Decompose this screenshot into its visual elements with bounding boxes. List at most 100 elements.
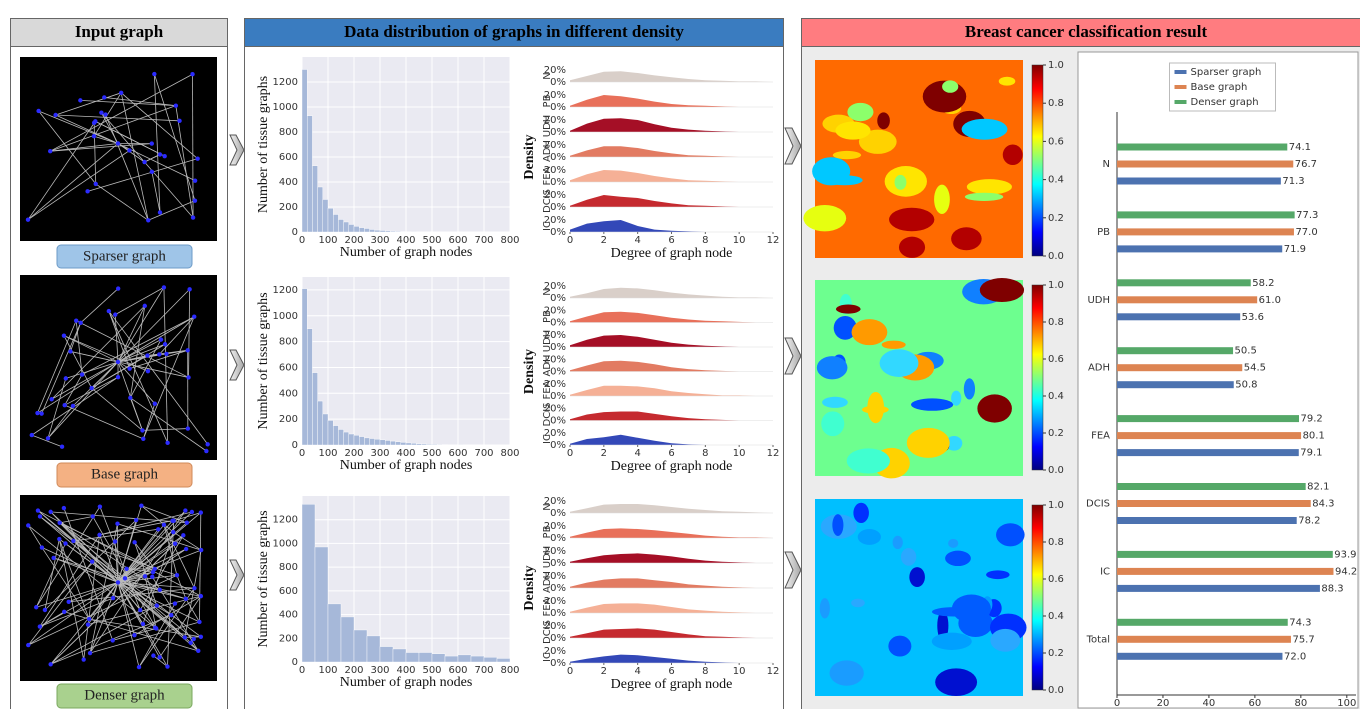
histogram-bar [395, 231, 402, 233]
y-tick-label: 0% [550, 440, 566, 451]
graph-node [198, 510, 204, 515]
histogram-bar [496, 658, 511, 663]
graph-edge [153, 73, 196, 201]
histogram-bar [307, 115, 313, 233]
histogram-bar [301, 504, 316, 663]
graph-edge [47, 405, 74, 439]
graph-node [57, 520, 62, 526]
x-axis-label: Degree of graph node [611, 459, 733, 474]
graph-node [78, 98, 83, 103]
graph-node [110, 638, 115, 643]
y-tick-label: 0% [550, 416, 566, 427]
x-tick-label: 200 [344, 235, 363, 246]
value-label: 79.1 [1300, 448, 1322, 459]
graph-edge [28, 582, 119, 646]
density-area [570, 311, 773, 323]
graph-edge [64, 374, 83, 406]
x-tick-label: 10 [733, 448, 746, 459]
bar [1117, 483, 1306, 490]
graph-node [172, 541, 178, 546]
graph-node [141, 436, 146, 442]
density-area [570, 504, 773, 513]
histogram-bar [327, 420, 334, 446]
graph-node [29, 432, 35, 438]
graph-edge [192, 74, 194, 218]
graph-images [20, 57, 217, 681]
y-tick-label: 0% [550, 318, 566, 329]
graph-edge [130, 397, 207, 452]
series-label: IC [542, 221, 553, 231]
x-tick-label: 500 [422, 235, 441, 246]
density-area [570, 578, 773, 588]
histogram-bar [301, 69, 308, 233]
y-tick-label: 1200 [273, 285, 298, 296]
x-tick-label: 8 [702, 235, 708, 246]
graph-node [127, 366, 132, 371]
graph-node [171, 529, 176, 535]
graph-edge [27, 561, 93, 646]
graph-edge [65, 361, 119, 379]
graph-node [204, 448, 209, 454]
bar [1117, 160, 1294, 168]
y-tick-label: 0% [550, 77, 566, 88]
bar [1117, 449, 1299, 457]
histogram-bar [333, 425, 339, 446]
colorbar-tick-label: 1.0 [1048, 60, 1064, 71]
histogram-bar [374, 438, 381, 446]
tissue-region [951, 390, 962, 406]
graph-edge [114, 314, 119, 362]
bar [1117, 618, 1288, 626]
graph-edge [95, 120, 165, 157]
value-label: 53.6 [1242, 312, 1264, 323]
value-label: 61.0 [1259, 295, 1281, 306]
value-label: 88.3 [1321, 583, 1343, 594]
colorbar-tick-label: 0.0 [1048, 465, 1064, 476]
arrow [229, 134, 245, 166]
y-axis-label: Number of tissue graphs [256, 510, 271, 647]
colorbar-tick-label: 0.2 [1048, 213, 1064, 224]
x-tick-label: 100 [1337, 698, 1356, 709]
graph-node [158, 337, 164, 342]
graph-node [25, 217, 31, 222]
graph-node [161, 522, 167, 527]
colorbar [1031, 504, 1044, 691]
graph-edge [117, 287, 165, 363]
graph-node [133, 517, 139, 523]
graph-edge [114, 541, 119, 583]
graph-edge [142, 316, 195, 439]
graph-edge [39, 597, 114, 627]
histogram-bar [348, 433, 355, 446]
y-tick-label: 0% [550, 583, 566, 594]
graph-edge [117, 143, 130, 151]
graph-node [34, 605, 39, 610]
x-tick-label: 2 [601, 235, 607, 246]
graph-edge [141, 505, 174, 533]
graph-edge [117, 339, 162, 363]
graph-edge [117, 568, 127, 583]
tissue-region [816, 356, 848, 380]
graph-node [142, 159, 147, 165]
graph-edge [95, 183, 149, 221]
graph-node [177, 118, 182, 124]
graph-edge [39, 534, 100, 627]
graph-edge [142, 531, 174, 625]
graph-node [149, 169, 155, 175]
graph-node [145, 353, 150, 358]
colorbar-tick-label: 0.8 [1048, 98, 1064, 109]
tissue-region [879, 349, 919, 377]
graph-node [132, 540, 137, 545]
graph-node [85, 189, 90, 194]
graph-edge [99, 520, 173, 536]
graph-node [36, 108, 41, 114]
histogram-bar [457, 654, 472, 663]
x-tick-label: 0 [299, 235, 305, 246]
tissue-region [909, 567, 925, 588]
graph-edge [117, 582, 135, 636]
graph-node [191, 636, 196, 642]
graph-edge [53, 557, 186, 600]
graph-node [190, 72, 195, 77]
graph-edge [93, 122, 97, 184]
graph-node [112, 539, 118, 544]
graph-node [196, 648, 201, 654]
graph-edge [117, 523, 202, 551]
